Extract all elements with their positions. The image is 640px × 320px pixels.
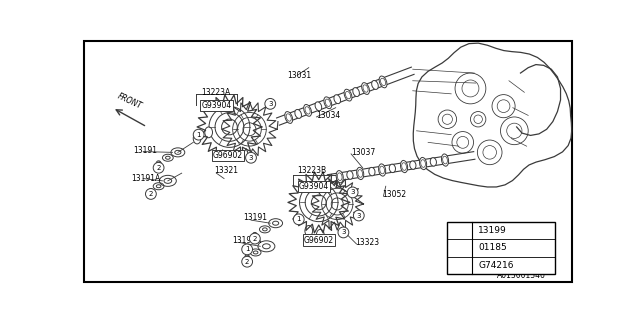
Text: FRONT: FRONT bbox=[116, 92, 143, 111]
Text: 1: 1 bbox=[296, 216, 301, 222]
Ellipse shape bbox=[315, 102, 322, 111]
Text: 2: 2 bbox=[458, 243, 462, 252]
Text: G93904: G93904 bbox=[299, 182, 329, 191]
Text: 2: 2 bbox=[253, 236, 257, 242]
Ellipse shape bbox=[356, 167, 364, 180]
Ellipse shape bbox=[336, 171, 343, 183]
Text: 3: 3 bbox=[350, 189, 355, 196]
Ellipse shape bbox=[430, 158, 436, 166]
Ellipse shape bbox=[369, 167, 375, 176]
Ellipse shape bbox=[420, 157, 427, 170]
Ellipse shape bbox=[344, 89, 352, 101]
Text: 13191A: 13191A bbox=[232, 236, 261, 245]
Text: 2: 2 bbox=[148, 191, 153, 197]
Text: 3: 3 bbox=[356, 212, 361, 219]
Text: 13199: 13199 bbox=[478, 226, 507, 235]
Circle shape bbox=[338, 227, 349, 238]
Ellipse shape bbox=[410, 161, 416, 169]
Ellipse shape bbox=[362, 83, 369, 94]
Ellipse shape bbox=[401, 160, 408, 172]
Ellipse shape bbox=[372, 81, 378, 89]
Text: 3: 3 bbox=[341, 229, 346, 236]
Text: 13031: 13031 bbox=[287, 71, 311, 80]
Text: 13223B: 13223B bbox=[297, 166, 326, 175]
Text: 13191: 13191 bbox=[133, 146, 157, 155]
Text: G96902: G96902 bbox=[304, 236, 334, 245]
Circle shape bbox=[250, 233, 260, 244]
Ellipse shape bbox=[389, 164, 396, 172]
Ellipse shape bbox=[379, 76, 387, 88]
Ellipse shape bbox=[324, 97, 332, 109]
Text: 13034: 13034 bbox=[316, 111, 340, 120]
Text: 1: 1 bbox=[245, 246, 250, 252]
Text: G74216: G74216 bbox=[478, 261, 514, 270]
Circle shape bbox=[145, 188, 156, 199]
Text: 3: 3 bbox=[268, 101, 273, 107]
Text: 13052: 13052 bbox=[382, 190, 406, 199]
Circle shape bbox=[293, 214, 304, 225]
Circle shape bbox=[242, 256, 253, 267]
Ellipse shape bbox=[193, 133, 201, 144]
Circle shape bbox=[153, 162, 164, 173]
Ellipse shape bbox=[316, 229, 324, 240]
Circle shape bbox=[353, 210, 364, 221]
Text: 13321: 13321 bbox=[214, 166, 238, 175]
Text: A013001346: A013001346 bbox=[497, 271, 547, 280]
Circle shape bbox=[452, 258, 467, 273]
Text: G93904: G93904 bbox=[201, 101, 232, 110]
Circle shape bbox=[265, 99, 276, 109]
Text: 3: 3 bbox=[249, 155, 253, 161]
Ellipse shape bbox=[304, 105, 312, 116]
Ellipse shape bbox=[334, 95, 340, 104]
Ellipse shape bbox=[347, 171, 353, 179]
Text: 13191A: 13191A bbox=[132, 174, 161, 183]
Circle shape bbox=[452, 240, 467, 256]
Text: 2: 2 bbox=[245, 259, 250, 265]
Ellipse shape bbox=[205, 127, 212, 138]
Text: 3: 3 bbox=[457, 261, 462, 270]
Ellipse shape bbox=[353, 88, 360, 97]
Ellipse shape bbox=[295, 109, 301, 118]
Text: 01185: 01185 bbox=[478, 243, 507, 252]
Circle shape bbox=[246, 152, 257, 163]
Ellipse shape bbox=[379, 164, 386, 176]
Text: 13191: 13191 bbox=[243, 213, 268, 222]
Ellipse shape bbox=[442, 154, 449, 166]
Bar bbox=[447, 222, 555, 274]
Text: 1: 1 bbox=[196, 132, 201, 138]
Ellipse shape bbox=[305, 226, 312, 236]
Circle shape bbox=[452, 223, 467, 238]
Circle shape bbox=[193, 129, 204, 140]
Text: G96902: G96902 bbox=[213, 151, 243, 160]
Text: 13223A: 13223A bbox=[201, 88, 230, 97]
Circle shape bbox=[242, 244, 253, 255]
Text: 2: 2 bbox=[156, 165, 161, 171]
Ellipse shape bbox=[285, 112, 292, 124]
Text: 1: 1 bbox=[458, 226, 462, 235]
Text: 13037: 13037 bbox=[351, 148, 375, 157]
Circle shape bbox=[348, 187, 358, 198]
Text: 13323: 13323 bbox=[355, 238, 379, 247]
